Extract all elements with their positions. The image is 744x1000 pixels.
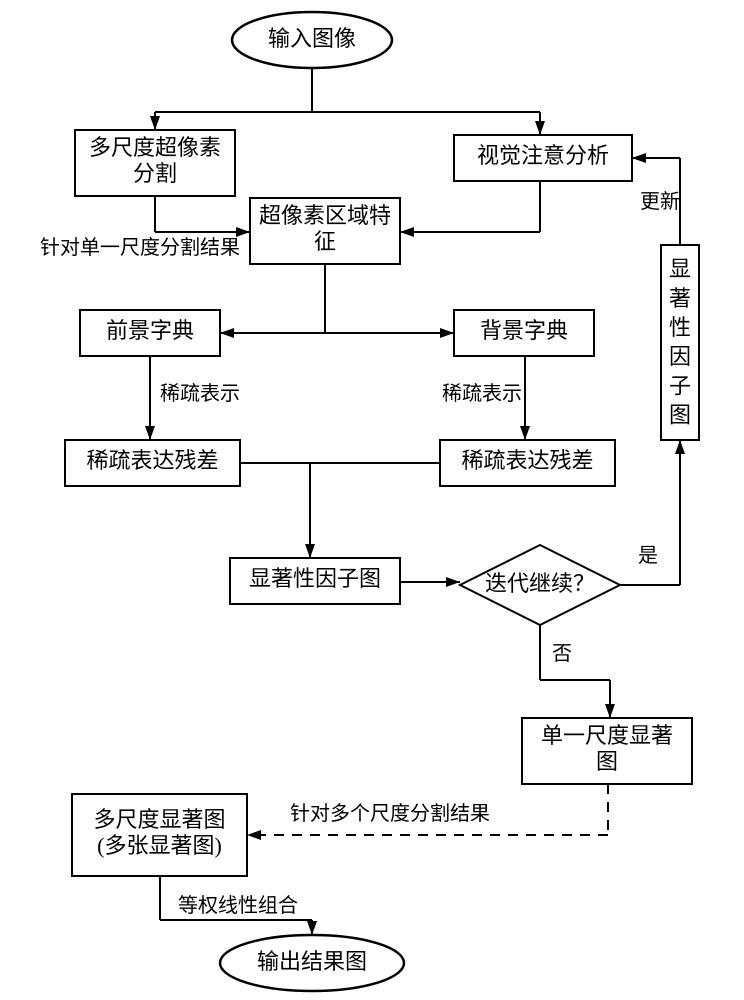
node-single-line1: 图 — [596, 749, 618, 774]
edge-label-lbl-linear: 等权线性组合 — [178, 894, 298, 917]
node-sal_factor-line0: 显著性因子图 — [249, 566, 381, 591]
output-label: 输出结果图 — [257, 949, 367, 974]
vbox-sal_factor_v-c2: 性 — [669, 315, 691, 340]
edge-label-lbl-fg-sp: 稀疏表示 — [160, 382, 240, 405]
node-bg_res-line0: 稀疏表达残差 — [461, 448, 593, 473]
edge-label-lbl-bg-sp: 稀疏表示 — [442, 382, 522, 405]
vbox-sal_factor_v-c0: 显 — [669, 257, 691, 282]
node-feature-line0: 超像素区域特 — [259, 203, 391, 228]
node-seg-line1: 分割 — [133, 161, 177, 186]
edge-label-lbl-update: 更新 — [640, 190, 680, 213]
node-single-line0: 单一尺度显著 — [541, 723, 673, 748]
vbox-sal_factor_v-c5: 图 — [669, 402, 691, 427]
vbox-sal_factor_v-c4: 子 — [669, 373, 691, 398]
node-fg_res-line0: 稀疏表达残差 — [86, 448, 218, 473]
vbox-sal_factor_v-c3: 因 — [669, 344, 691, 369]
node-fg_dict-line0: 前景字典 — [106, 318, 194, 343]
edge-label-lbl-yes: 是 — [638, 545, 658, 567]
edge-label-lbl-multi: 针对多个尺度分割结果 — [290, 802, 490, 825]
vbox-sal_factor_v-c1: 著 — [669, 286, 691, 311]
node-visual-line0: 视觉注意分析 — [477, 143, 609, 168]
edge-label-lbl-seg: 针对单一尺度分割结果 — [40, 236, 240, 259]
edge-label-lbl-no: 否 — [552, 643, 572, 665]
node-multi-line0: 多尺度显著图 — [93, 807, 225, 832]
decision-iter-label: 迭代继续？ — [485, 571, 595, 596]
node-seg-line0: 多尺度超像素 — [89, 135, 221, 160]
node-feature-line1: 征 — [314, 229, 336, 254]
node-bg_dict-line0: 背景字典 — [480, 318, 568, 343]
input-label: 输入图像 — [268, 26, 356, 51]
node-multi-line1: (多张显著图) — [97, 833, 222, 858]
